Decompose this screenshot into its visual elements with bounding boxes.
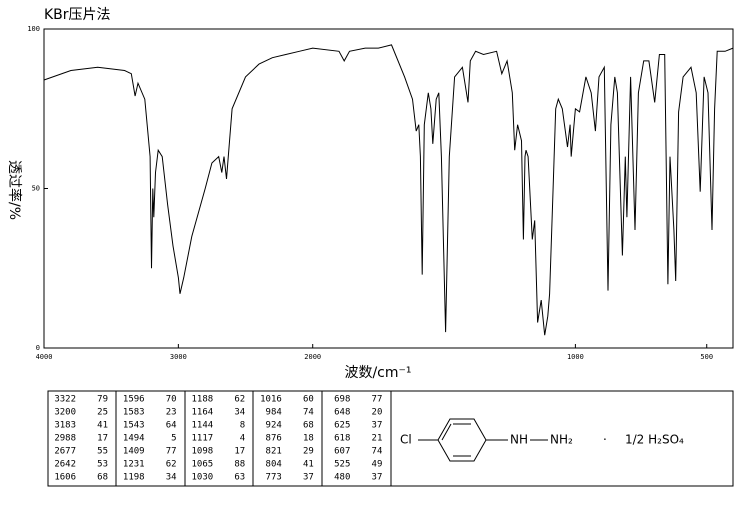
peak-wavenumber: 1117 (192, 434, 214, 444)
peak-transmittance: 62 (234, 395, 245, 405)
peak-transmittance: 37 (372, 421, 383, 431)
peak-wavenumber: 480 (334, 473, 350, 483)
chart-title: KBr压片法 (44, 7, 111, 23)
peak-transmittance: 34 (234, 408, 245, 418)
x-tick-label: 500 (700, 353, 713, 361)
peak-wavenumber: 1065 (192, 460, 214, 470)
bond (441, 423, 452, 441)
y-tick-label: 50 (32, 185, 40, 193)
peak-transmittance: 77 (372, 395, 383, 405)
peak-wavenumber: 525 (334, 460, 350, 470)
peak-transmittance: 37 (303, 473, 314, 483)
peak-wavenumber: 1188 (192, 395, 214, 405)
peak-transmittance: 41 (97, 421, 108, 431)
peak-wavenumber: 773 (266, 473, 282, 483)
peak-transmittance: 63 (234, 473, 245, 483)
peak-wavenumber: 1198 (123, 473, 145, 483)
y-axis-label: 透过率/% (6, 160, 23, 220)
peak-wavenumber: 924 (266, 421, 282, 431)
peak-transmittance: 79 (97, 395, 108, 405)
peak-wavenumber: 618 (334, 434, 350, 444)
structure: Cl NH NH₂ · 1/2 H₂SO₄ (400, 418, 684, 462)
peak-transmittance: 17 (234, 447, 245, 457)
peak-transmittance: 68 (97, 473, 108, 483)
peak-wavenumber: 2677 (54, 447, 76, 457)
peak-wavenumber: 1583 (123, 408, 145, 418)
peak-wavenumber: 876 (266, 434, 282, 444)
peak-wavenumber: 3200 (54, 408, 76, 418)
peak-transmittance: 74 (372, 447, 383, 457)
peak-transmittance: 41 (303, 460, 314, 470)
peak-transmittance: 4 (240, 434, 245, 444)
peak-transmittance: 53 (97, 460, 108, 470)
x-tick-label: 2000 (304, 353, 321, 361)
peak-wavenumber: 1606 (54, 473, 76, 483)
peak-transmittance: 60 (303, 395, 314, 405)
peak-transmittance: 18 (303, 434, 314, 444)
peak-transmittance: 70 (166, 395, 177, 405)
x-axis-label: 波数/cm⁻¹ (344, 365, 411, 381)
peak-transmittance: 29 (303, 447, 314, 457)
substituent: Cl (400, 433, 412, 447)
peak-wavenumber: 625 (334, 421, 350, 431)
peak-wavenumber: 698 (334, 395, 350, 405)
peak-transmittance: 37 (372, 473, 383, 483)
peak-wavenumber: 1016 (260, 395, 282, 405)
peak-transmittance: 64 (166, 421, 177, 431)
peak-wavenumber: 1494 (123, 434, 145, 444)
peak-transmittance: 34 (166, 473, 177, 483)
peak-wavenumber: 648 (334, 408, 350, 418)
salt-dot: · (603, 433, 607, 447)
peak-transmittance: 77 (166, 447, 177, 457)
peak-wavenumber: 1098 (192, 447, 214, 457)
peak-transmittance: 20 (372, 408, 383, 418)
peak-wavenumber: 1543 (123, 421, 145, 431)
peak-transmittance: 23 (166, 408, 177, 418)
peak-wavenumber: 1231 (123, 460, 145, 470)
peak-wavenumber: 1409 (123, 447, 145, 457)
peak-transmittance: 55 (97, 447, 108, 457)
peak-transmittance: 5 (171, 434, 176, 444)
peak-transmittance: 21 (372, 434, 383, 444)
peak-wavenumber: 821 (266, 447, 282, 457)
peak-transmittance: 25 (97, 408, 108, 418)
peak-transmittance: 17 (97, 434, 108, 444)
y-tick-label: 100 (27, 25, 40, 33)
link-group: NH (510, 433, 528, 447)
x-tick-label: 4000 (36, 353, 53, 361)
peak-wavenumber: 607 (334, 447, 350, 457)
salt: 1/2 H₂SO₄ (625, 433, 684, 447)
x-tick-label: 1000 (567, 353, 584, 361)
peak-wavenumber: 1030 (192, 473, 214, 483)
plot-frame (43, 28, 734, 349)
peak-wavenumber: 804 (266, 460, 282, 470)
end-group: NH₂ (550, 433, 573, 447)
spectrum-line (43, 44, 734, 336)
peak-transmittance: 74 (303, 408, 314, 418)
peak-transmittance: 88 (234, 460, 245, 470)
peak-wavenumber: 1144 (192, 421, 214, 431)
y-tick-label: 0 (36, 344, 40, 352)
peak-wavenumber: 984 (266, 408, 282, 418)
peak-wavenumber: 1596 (123, 395, 145, 405)
benzene-ring (437, 418, 487, 462)
peak-wavenumber: 3183 (54, 421, 76, 431)
table-dividers (115, 391, 392, 486)
x-tick-label: 3000 (170, 353, 187, 361)
peak-wavenumber: 2642 (54, 460, 76, 470)
peak-wavenumber: 3322 (54, 395, 76, 405)
peak-transmittance: 8 (240, 421, 245, 431)
peak-wavenumber: 2988 (54, 434, 76, 444)
peak-transmittance: 68 (303, 421, 314, 431)
peak-wavenumber: 1164 (192, 408, 214, 418)
peak-transmittance: 49 (372, 460, 383, 470)
peak-transmittance: 62 (166, 460, 177, 470)
